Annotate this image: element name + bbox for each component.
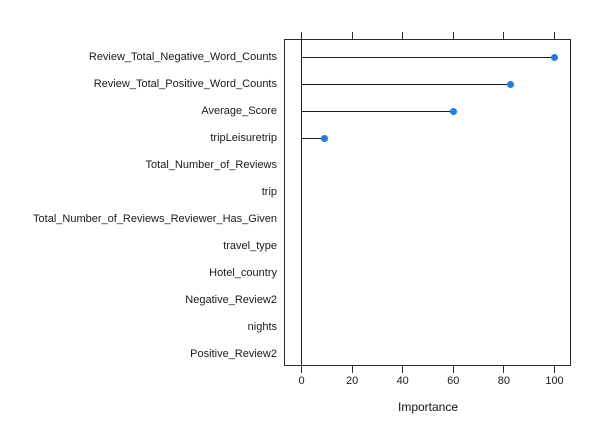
- row-label: Review_Total_Positive_Word_Counts: [93, 77, 277, 90]
- x-tick-label: 20: [345, 375, 359, 387]
- row-label: nights: [247, 320, 277, 333]
- row-label: Total_Number_of_Reviews_Reviewer_Has_Giv…: [33, 212, 277, 225]
- needle-line: [301, 138, 325, 139]
- x-tick-bottom: [452, 366, 454, 373]
- x-tick-label: 0: [298, 375, 305, 387]
- x-tick-bottom: [554, 366, 555, 373]
- plot-border: [284, 39, 571, 366]
- x-tick-label: 100: [545, 375, 564, 387]
- x-tick-label: 80: [497, 375, 511, 387]
- row-label: Total_Number_of_Reviews: [145, 158, 277, 171]
- x-tick-top: [503, 32, 505, 39]
- row-label: Negative_Review2: [185, 293, 277, 306]
- x-tick-bottom: [402, 366, 404, 373]
- x-tick-label: 60: [447, 375, 460, 387]
- row-label: Hotel_country: [209, 266, 277, 279]
- data-point-dot: [506, 81, 514, 88]
- x-tick-bottom: [503, 366, 505, 373]
- row-label: travel_type: [223, 239, 277, 252]
- row-label: Average_Score: [201, 104, 277, 117]
- row-label: Review_Total_Negative_Word_Counts: [88, 50, 277, 63]
- x-tick-bottom: [351, 366, 353, 373]
- x-tick-bottom: [301, 366, 302, 373]
- row-label: tripLeisuretrip: [210, 131, 277, 144]
- x-tick-top: [351, 32, 353, 39]
- x-tick-top: [554, 32, 555, 39]
- needle-line: [301, 84, 511, 85]
- data-point-dot: [449, 108, 457, 115]
- x-tick-label: 40: [396, 375, 409, 387]
- zero-reference-line: [301, 39, 302, 366]
- x-tick-top: [301, 32, 302, 39]
- data-point-dot: [320, 135, 328, 142]
- needle-line: [301, 111, 454, 112]
- row-label: trip: [261, 185, 277, 198]
- row-label: Positive_Review2: [190, 347, 277, 360]
- data-point-dot: [551, 54, 558, 61]
- x-axis-title: Importance: [397, 400, 459, 414]
- x-tick-top: [452, 32, 454, 39]
- x-tick-top: [402, 32, 404, 39]
- needle-line: [301, 57, 555, 58]
